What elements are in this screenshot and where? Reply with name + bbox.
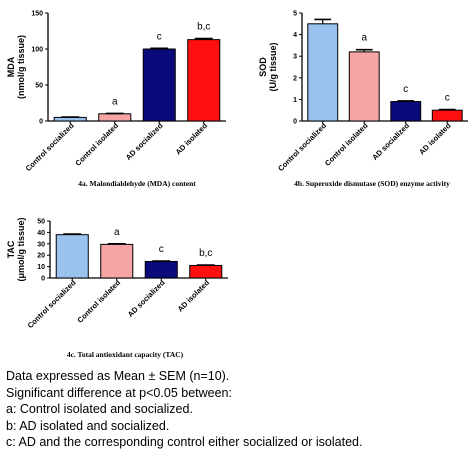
bar (100, 243, 134, 279)
y-tick-label: 3 (293, 54, 297, 61)
significance-label: c (157, 31, 162, 42)
y-tick-label: 20 (37, 253, 45, 260)
bar (390, 101, 422, 122)
bar (189, 264, 223, 279)
category-label: Control isolated (323, 121, 370, 168)
significance-label: a (361, 33, 367, 44)
category-label: Control isolated (73, 121, 120, 168)
footnote-line: c: AD and the corresponding control eith… (6, 435, 363, 449)
category-label: Control isolated (75, 278, 122, 325)
y-axis-label-line: (U/g tissue) (268, 42, 278, 91)
y-tick-label: 0 (293, 119, 297, 126)
y-tick-label: 50 (37, 219, 45, 226)
y-axis-label-line: MDA (6, 56, 16, 77)
bar (53, 116, 87, 122)
category-label: Control socialized (26, 278, 78, 330)
significance-label: c (403, 84, 408, 95)
y-axis-label-line: (μmol/g tissue) (16, 217, 26, 281)
category-label: AD isolated (174, 121, 210, 157)
y-tick-label: 100 (31, 47, 43, 54)
chart-panel-2: 0 1 2 3 4 5 SOD(U/g tissue) Control socialized a… (258, 11, 468, 188)
y-axis-label-line: TAC (6, 240, 16, 258)
chart-caption: 4a. Malondialdehyde (MDA) content (78, 179, 196, 188)
significance-label: a (114, 227, 120, 238)
chart-caption: 4c. Total antioxidant capacity (TAC) (67, 350, 184, 359)
y-tick-label: 50 (35, 83, 43, 90)
category-label: AD socialized (370, 121, 411, 162)
category-label: AD isolated (176, 278, 212, 314)
category-label: AD isolated (417, 121, 453, 157)
y-axis-label: MDA(nmol/g tissue) (6, 35, 26, 99)
y-tick-label: 10 (37, 264, 45, 271)
y-tick-label: 150 (31, 11, 43, 18)
category-label: Control socialized (24, 121, 76, 173)
y-tick-label: 30 (37, 241, 45, 248)
y-tick-label: 2 (293, 75, 297, 82)
bar (144, 260, 178, 279)
category-label: AD socialized (124, 121, 165, 162)
y-tick-label: 40 (37, 230, 45, 237)
y-tick-label: 0 (39, 119, 43, 126)
footnote-line: b: AD isolated and socialized. (6, 418, 170, 433)
significance-label: c (159, 244, 164, 255)
bar (187, 39, 221, 122)
category-label: AD socialized (126, 278, 167, 319)
bar (348, 51, 380, 122)
chart-panel-3: 0 10 20 30 40 50 TAC(μmol/g tissue)Control soc… (6, 217, 228, 359)
bar (55, 234, 89, 279)
chart-panel-1: 0 50 100 150 MDA(nmol/g tissue) Control socia… (6, 11, 226, 188)
footnote-line: Data expressed as Mean ± SEM (n=10). (6, 369, 230, 383)
significance-label: c (445, 93, 450, 104)
significance-label: b,c (197, 22, 210, 33)
y-axis-label-line: SOD (258, 57, 268, 77)
significance-label: a (112, 96, 118, 107)
bar (98, 113, 132, 122)
bar (142, 48, 176, 122)
significance-label: b,c (199, 248, 212, 259)
bar (307, 23, 339, 122)
y-tick-label: 0 (41, 276, 45, 283)
footnote-line: a: Control isolated and socialized. (6, 402, 193, 416)
y-axis-label-line: (nmol/g tissue) (16, 35, 26, 99)
y-axis-label: TAC(μmol/g tissue) (6, 217, 26, 281)
footnotes: Data expressed as Mean ± SEM (n=10). Sig… (6, 368, 472, 451)
chart-caption: 4b. Superoxide dismutase (SOD) enzyme ac… (294, 179, 450, 188)
y-tick-label: 4 (293, 32, 297, 39)
bar (431, 109, 463, 122)
footnote-line: Significant difference at p<0.05 between… (6, 385, 232, 400)
y-tick-label: 5 (293, 11, 297, 18)
category-label: Control socialized (276, 121, 328, 173)
y-tick-label: 1 (293, 97, 297, 104)
y-axis-label: SOD(U/g tissue) (258, 42, 278, 91)
